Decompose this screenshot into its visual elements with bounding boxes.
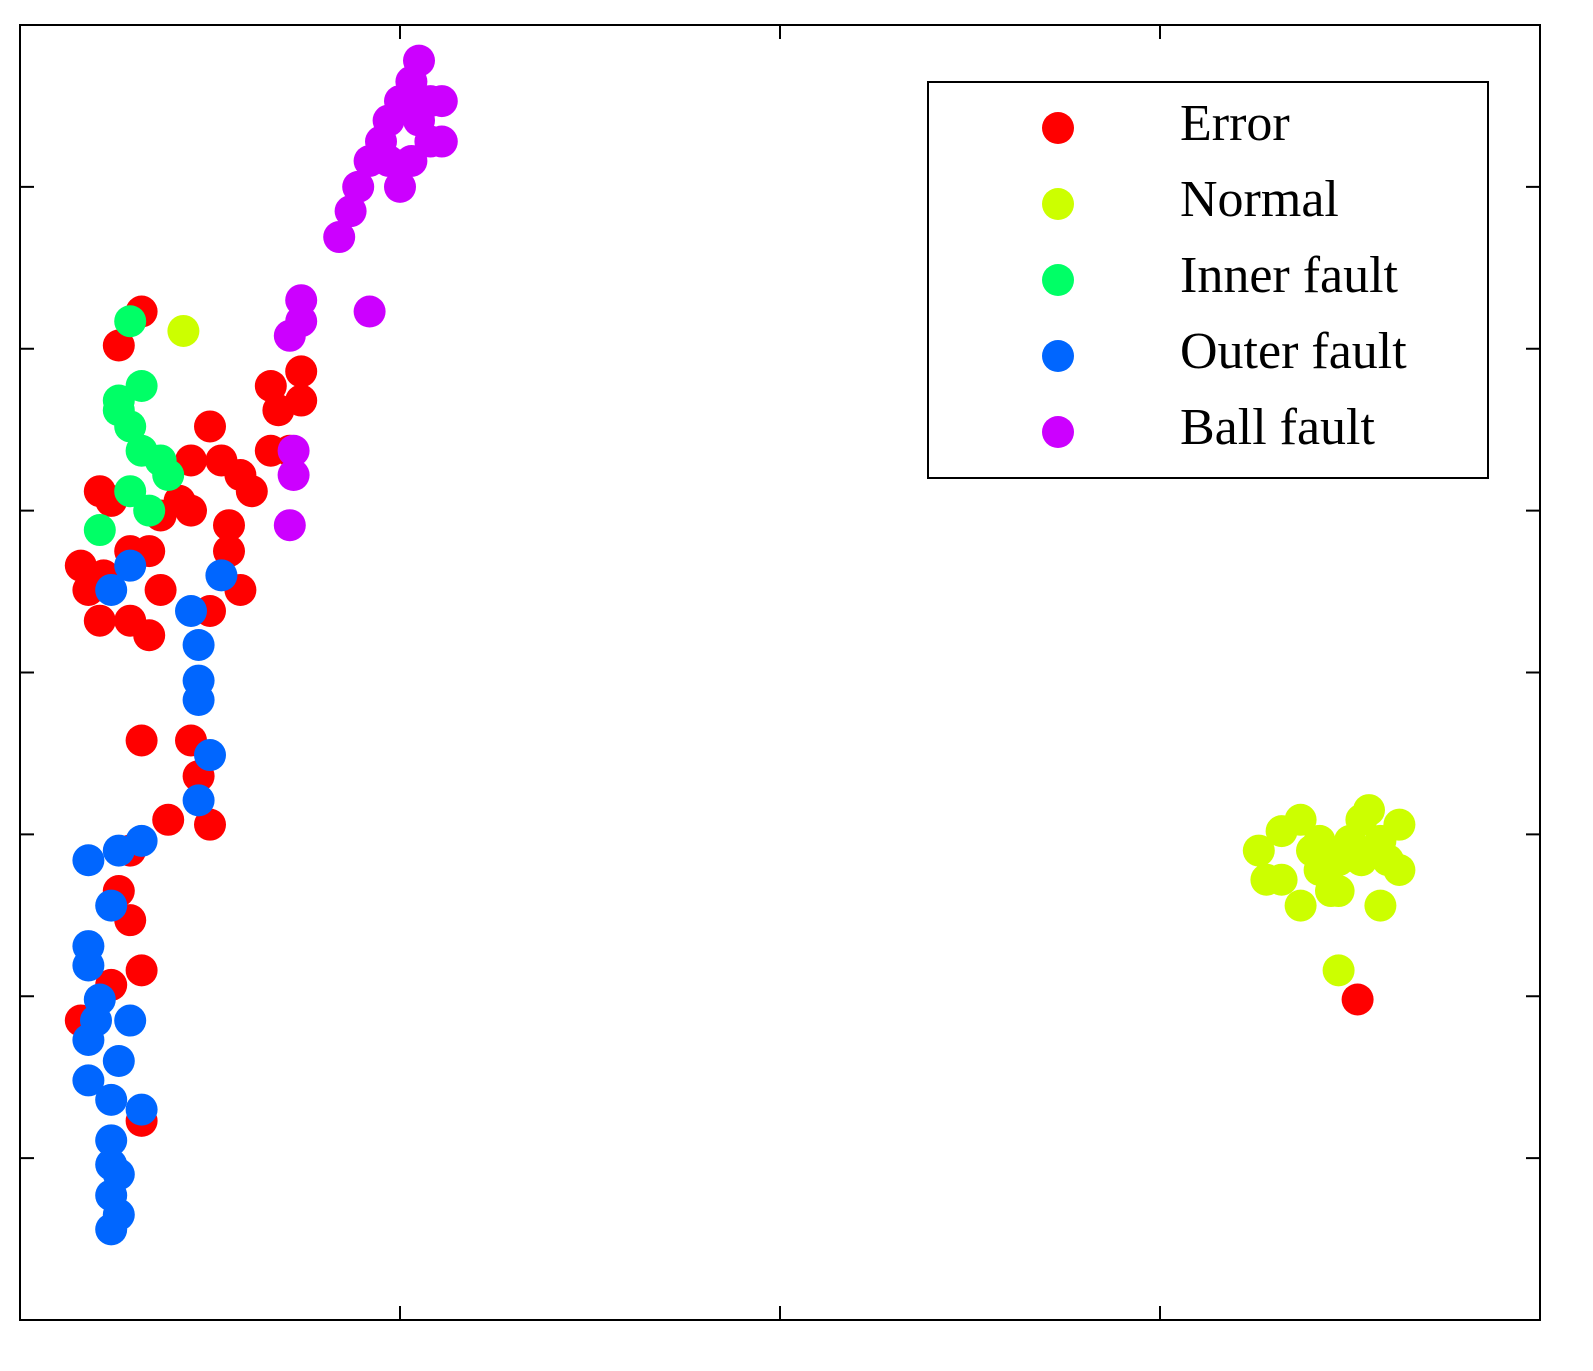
point (114, 1004, 147, 1037)
point (285, 305, 318, 338)
point (342, 170, 375, 203)
point (83, 604, 116, 637)
point (213, 509, 245, 542)
legend-box (927, 81, 1489, 479)
legend-label: Normal (1180, 171, 1339, 228)
point (175, 494, 207, 527)
point (167, 314, 200, 347)
point (425, 85, 458, 118)
legend-label: Inner fault (1180, 247, 1399, 304)
point (125, 1093, 158, 1126)
point (133, 619, 166, 652)
point (95, 1083, 128, 1116)
point (175, 594, 207, 627)
point (102, 834, 135, 867)
point (144, 573, 177, 606)
legend-marker (1042, 188, 1074, 220)
point (72, 949, 105, 982)
point (72, 844, 105, 877)
point (1341, 983, 1374, 1016)
point (152, 459, 185, 492)
point (372, 144, 405, 177)
point (1364, 889, 1397, 922)
point (1284, 803, 1317, 836)
point (1242, 834, 1275, 867)
point (114, 305, 147, 338)
legend-label: Ball fault (1180, 399, 1376, 456)
point (1372, 844, 1404, 877)
point (334, 195, 367, 228)
point (102, 394, 135, 427)
point (182, 784, 215, 817)
point (323, 221, 356, 254)
point (285, 384, 318, 417)
point (425, 125, 458, 158)
point (95, 573, 128, 606)
legend-marker (1042, 112, 1074, 144)
point (83, 514, 116, 547)
point (254, 369, 287, 402)
point (285, 355, 318, 388)
point (213, 535, 245, 568)
point (80, 1004, 112, 1037)
point (182, 684, 215, 717)
point (152, 803, 185, 836)
point (1322, 954, 1355, 987)
point (182, 628, 215, 661)
point (395, 144, 428, 177)
point (205, 559, 238, 592)
point (277, 459, 310, 492)
point (125, 724, 158, 757)
point (224, 459, 257, 492)
point (1383, 808, 1416, 841)
point (102, 1045, 135, 1077)
legend-label: Outer fault (1180, 323, 1407, 380)
point (353, 295, 386, 328)
point (194, 808, 226, 841)
point (1315, 875, 1347, 908)
point (1353, 794, 1385, 827)
point (72, 1064, 105, 1097)
point (1296, 834, 1328, 867)
point (95, 1124, 128, 1157)
legend-marker (1042, 416, 1074, 448)
point (194, 739, 226, 772)
point (194, 410, 226, 443)
point (125, 954, 158, 987)
point (384, 170, 416, 203)
point (277, 434, 310, 467)
point (95, 1213, 128, 1246)
legend-label: Error (1180, 95, 1290, 152)
point (1334, 824, 1366, 857)
point (403, 85, 435, 118)
point (273, 509, 306, 542)
point (102, 329, 135, 362)
legend-marker (1042, 340, 1074, 372)
point (133, 494, 166, 527)
point (1250, 863, 1283, 896)
point (95, 889, 128, 922)
point (114, 549, 147, 582)
point (125, 369, 158, 402)
point (1284, 889, 1317, 922)
point (175, 444, 207, 477)
legend-marker (1042, 264, 1074, 296)
